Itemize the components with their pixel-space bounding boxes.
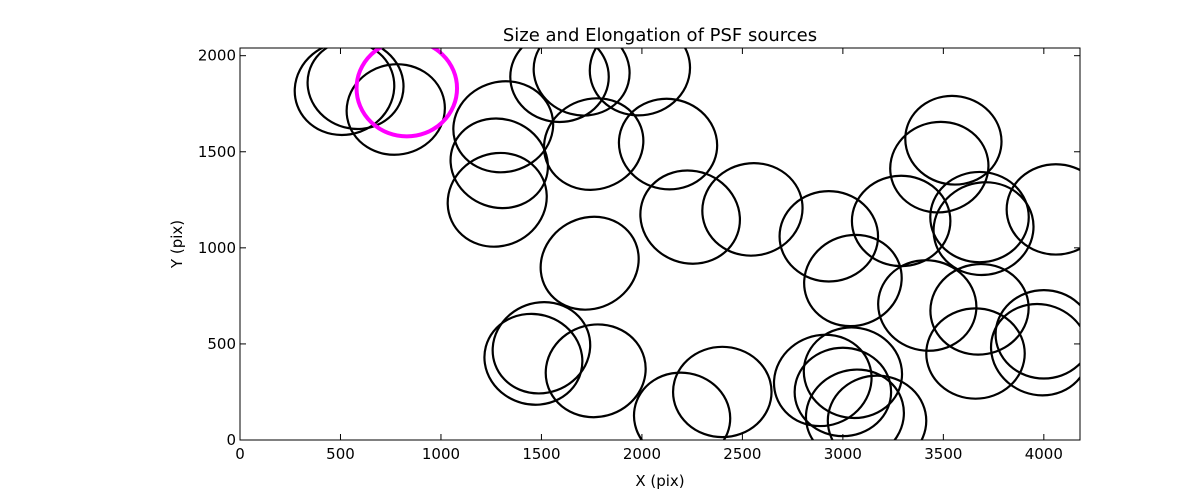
y-tick-label: 1000 <box>198 239 236 257</box>
psf-ellipse <box>994 289 1080 380</box>
y-tick-label: 0 <box>226 431 236 449</box>
psf-ellipse <box>345 63 446 156</box>
x-axis: 0 500 1000 1500 2000 2500 3000 3500 4000 <box>235 48 1063 463</box>
psf-ellipse <box>929 262 1030 356</box>
psf-ellipse <box>532 48 631 117</box>
psf-ellipse <box>772 333 873 428</box>
psf-ellipse <box>491 301 592 395</box>
psf-ellipse <box>632 371 732 440</box>
y-tick-label: 2000 <box>198 47 236 65</box>
plot-frame <box>239 47 1081 441</box>
psf-ellipse <box>889 120 990 214</box>
psf-ellipse <box>826 374 928 440</box>
x-tick-label: 0 <box>235 445 245 463</box>
y-axis-label: Y (pix) <box>168 220 186 269</box>
plot-area <box>293 48 1080 440</box>
psf-ellipse <box>588 48 692 117</box>
psf-ellipse <box>539 215 640 311</box>
psf-ellipse <box>877 259 978 352</box>
psf-ellipse <box>929 170 1030 264</box>
psf-ellipse <box>542 97 645 191</box>
x-axis-label: X (pix) <box>635 472 684 490</box>
psf-ellipse <box>446 151 548 248</box>
x-tick-label: 2500 <box>723 445 761 463</box>
psf-ellipse <box>671 345 773 439</box>
psf-ellipse <box>639 169 742 265</box>
x-tick-label: 1500 <box>522 445 560 463</box>
y-tick-label: 500 <box>207 335 236 353</box>
psf-ellipse <box>509 48 610 124</box>
x-tick-label: 1000 <box>422 445 460 463</box>
x-tick-label: 3000 <box>824 445 862 463</box>
chart-title: Size and Elongation of PSF sources <box>503 25 817 46</box>
x-tick-label: 3500 <box>924 445 962 463</box>
psf-ellipse <box>617 97 719 191</box>
psf-ellipse <box>293 48 396 137</box>
x-tick-label: 4000 <box>1025 445 1063 463</box>
psf-ellipse <box>803 233 903 328</box>
psf-ellipse <box>701 162 804 257</box>
highlight-ellipse <box>354 48 460 139</box>
psf-ellipse <box>452 80 555 174</box>
psf-ellipse <box>925 307 1026 400</box>
psf-ellipse <box>804 368 906 440</box>
y-axis: 0 500 1000 1500 2000 <box>198 47 1080 449</box>
psf-ellipse <box>932 181 1035 277</box>
psf-ellipse <box>544 323 647 419</box>
psf-ellipse <box>1005 163 1080 256</box>
psf-ellipse <box>306 48 405 131</box>
x-tick-label: 500 <box>326 445 355 463</box>
x-tick-label: 2000 <box>623 445 661 463</box>
psf-ellipse <box>778 190 880 283</box>
psf-ellipse <box>989 302 1080 397</box>
psf-ellipse <box>449 117 550 210</box>
y-tick-label: 1500 <box>198 143 236 161</box>
psf-ellipse <box>483 312 584 406</box>
